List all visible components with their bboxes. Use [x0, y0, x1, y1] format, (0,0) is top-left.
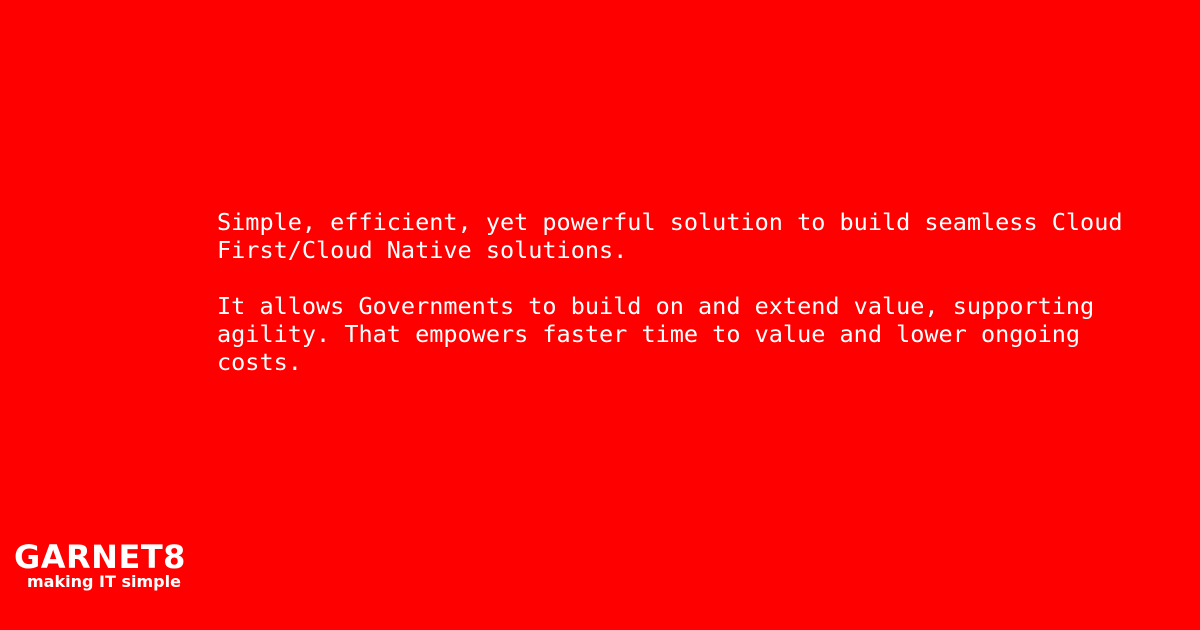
description-paragraph-2: It allows Governments to build on and ex… — [217, 292, 1095, 376]
logo-wordmark: GARNET8 — [14, 538, 186, 576]
description-paragraph-1: Simple, efficient, yet powerful solution… — [217, 208, 1123, 264]
logo-tagline: making IT simple — [27, 572, 181, 591]
main-description: Simple, efficient, yet powerful solution… — [217, 208, 1157, 376]
garnet8-logo: GARNET8 making IT simple — [14, 539, 186, 590]
